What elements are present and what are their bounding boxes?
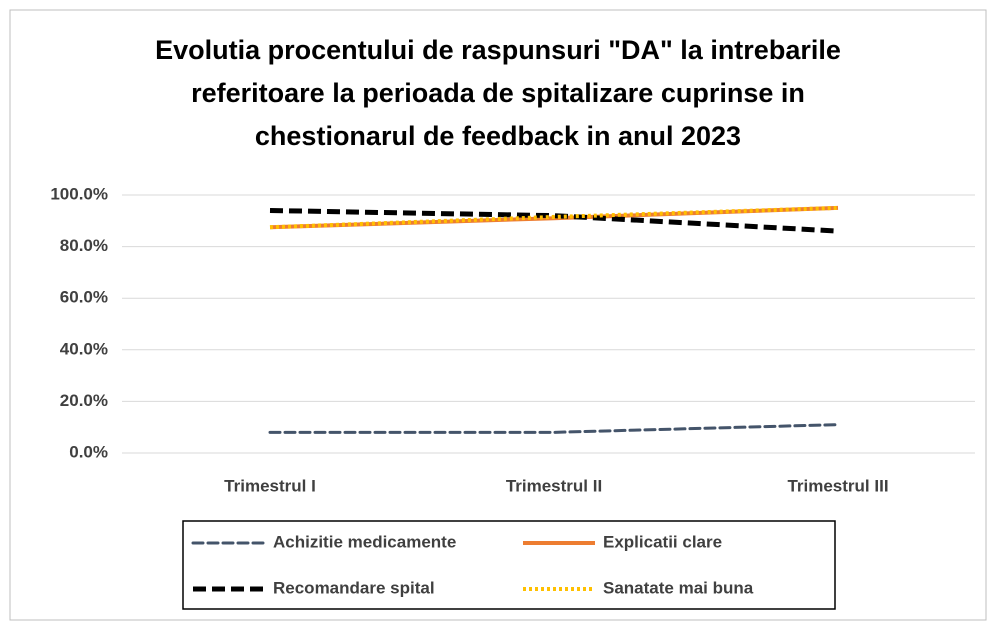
y-tick-label: 20.0% [60, 391, 108, 410]
chart-title: Evolutia procentului de raspunsuri "DA" … [155, 35, 841, 65]
legend-label: Sanatate mai buna [603, 578, 754, 597]
y-tick-label: 40.0% [60, 339, 108, 358]
series-line [269, 205, 839, 230]
legend-label: Recomandare spital [273, 578, 435, 597]
series-line [268, 423, 840, 434]
legend-box [182, 520, 836, 610]
chart-title: chestionarul de feedback in anul 2023 [255, 121, 741, 151]
chart-border [9, 9, 987, 621]
chart-title: referitoare la perioada de spitalizare c… [191, 78, 805, 108]
x-tick-label: Trimestrul III [787, 476, 888, 495]
y-tick-label: 0.0% [69, 442, 108, 461]
y-tick-label: 80.0% [60, 236, 108, 255]
legend-label: Explicatii clare [603, 532, 722, 551]
y-tick-label: 100.0% [50, 184, 108, 203]
legend-label: Achizitie medicamente [273, 532, 456, 551]
x-tick-label: Trimestrul II [506, 476, 602, 495]
y-tick-label: 60.0% [60, 288, 108, 307]
x-tick-label: Trimestrul I [224, 476, 316, 495]
